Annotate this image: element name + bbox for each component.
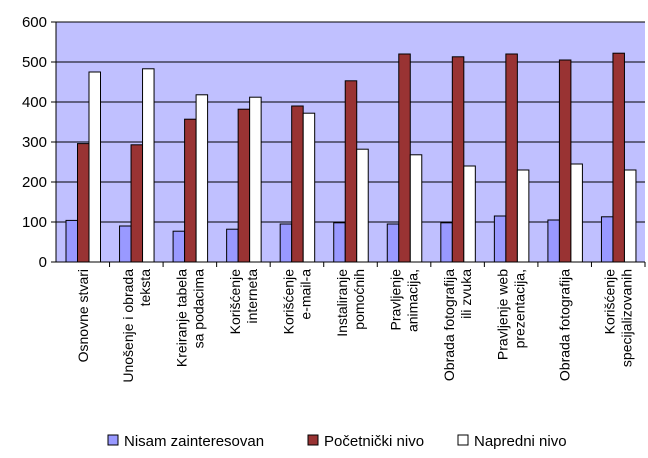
bar bbox=[130, 144, 144, 263]
x-category-label: Instaliranje bbox=[334, 269, 350, 337]
x-category-label: Kreiranje tabela bbox=[173, 269, 189, 367]
bar bbox=[279, 223, 293, 263]
legend: Nisam zainteresovan Početnički nivo Napred… bbox=[107, 433, 567, 450]
bar bbox=[226, 228, 239, 263]
y-tick-labels: 0 100 200 300 400 500 600 bbox=[22, 14, 47, 271]
bar bbox=[600, 216, 614, 263]
bar bbox=[493, 215, 507, 263]
y-tick-label: 0 bbox=[39, 254, 47, 271]
x-category-label: specijalizovanih bbox=[619, 269, 635, 367]
legend-label: Nisam zainteresovan bbox=[124, 433, 264, 450]
x-category-labels: Osnovne stvari Unošenje i obrada teksta Kre… bbox=[75, 269, 635, 383]
bar bbox=[119, 225, 132, 263]
bars bbox=[65, 52, 637, 263]
y-tick-label: 600 bbox=[22, 14, 47, 31]
x-category-label: prezentacija, bbox=[512, 269, 528, 348]
bar bbox=[142, 68, 155, 263]
bar bbox=[65, 219, 78, 263]
y-tick-label: 300 bbox=[22, 134, 47, 151]
bar bbox=[88, 71, 101, 263]
x-category-label: pomoćnih bbox=[351, 269, 367, 330]
bar bbox=[302, 112, 316, 263]
bar bbox=[333, 222, 346, 263]
bar bbox=[451, 56, 465, 263]
bar bbox=[409, 154, 423, 263]
legend-swatch bbox=[307, 434, 319, 446]
x-category-label: Korišćenje bbox=[602, 269, 618, 335]
bar bbox=[440, 222, 453, 263]
x-category-label: animacija, bbox=[405, 269, 421, 332]
bar bbox=[184, 118, 197, 263]
x-category-label: Pravljenje bbox=[388, 269, 404, 331]
bar bbox=[386, 223, 400, 263]
x-category-label: teksta bbox=[137, 269, 153, 307]
bar bbox=[291, 105, 304, 263]
x-category-label: Obrada fotografija bbox=[441, 269, 457, 381]
bar bbox=[612, 52, 625, 263]
x-category-label: Pravljenje web bbox=[495, 269, 511, 360]
legend-swatch bbox=[457, 434, 469, 446]
y-tick-label: 100 bbox=[22, 214, 47, 231]
x-category-label: interneta bbox=[244, 269, 260, 324]
x-category-label: Korišćenje bbox=[227, 269, 243, 335]
bar bbox=[172, 230, 186, 263]
legend-label: Napredni nivo bbox=[474, 433, 567, 450]
x-category-label: e-mail-a bbox=[297, 269, 313, 320]
x-category-label: ili zvuka bbox=[458, 269, 474, 319]
bar bbox=[623, 169, 637, 263]
axes bbox=[51, 21, 646, 267]
x-category-label: Obrada fotografija bbox=[557, 269, 573, 381]
bar bbox=[516, 169, 530, 263]
y-tick-label: 400 bbox=[22, 94, 47, 111]
legend-swatch bbox=[107, 434, 119, 446]
legend-label: Početnički nivo bbox=[324, 433, 424, 450]
x-category-label: sa podacima bbox=[190, 269, 206, 349]
bar bbox=[505, 53, 518, 263]
bar bbox=[77, 143, 90, 263]
bar bbox=[195, 94, 209, 263]
bar bbox=[344, 80, 358, 263]
x-category-label: Korišćenje bbox=[280, 269, 296, 335]
bar bbox=[356, 148, 369, 263]
bar bbox=[249, 96, 262, 263]
bar bbox=[558, 59, 572, 263]
x-category-label: Unošenje i obrada bbox=[120, 269, 136, 383]
x-category-label: Osnovne stvari bbox=[75, 269, 91, 362]
bar bbox=[547, 219, 560, 263]
y-tick-label: 500 bbox=[22, 54, 47, 71]
bar bbox=[237, 108, 251, 263]
bar bbox=[463, 165, 476, 263]
bar bbox=[570, 163, 583, 263]
bar bbox=[398, 53, 411, 263]
y-tick-label: 200 bbox=[22, 174, 47, 191]
